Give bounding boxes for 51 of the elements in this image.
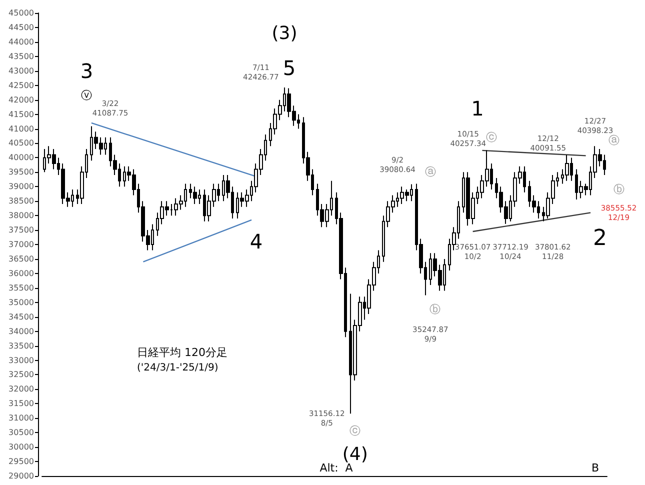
y-tick-label: 41000	[8, 124, 34, 134]
annotation: ⓥ	[81, 88, 92, 102]
y-tick-label: 43000	[8, 66, 34, 76]
y-tick-label: 32500	[8, 370, 34, 380]
annotation: 1	[471, 96, 484, 120]
y-tick-label: 38000	[8, 211, 34, 220]
y-tick-label: 29500	[8, 457, 34, 466]
y-tick-label: 30000	[8, 442, 34, 452]
y-tick-label: 40500	[8, 138, 34, 148]
y-tick-label: 42000	[8, 95, 34, 104]
y-tick-label: 35000	[8, 298, 34, 307]
annotation: ⓒ	[350, 424, 361, 438]
annotation: 3	[80, 58, 94, 83]
y-tick-label: 44500	[8, 22, 34, 32]
y-tick-label: 33500	[8, 341, 34, 350]
y-tick-label: 32000	[8, 384, 34, 394]
annotation: 2	[592, 226, 607, 252]
annotation: (3)	[272, 22, 298, 44]
y-tick-label: 37000	[8, 240, 34, 249]
y-tick-label: 41500	[8, 110, 34, 119]
y-tick-label: 39000	[8, 182, 34, 192]
annotation: ⓑ	[430, 303, 441, 316]
annotation: 4	[250, 230, 263, 254]
y-tick-label: 31000	[8, 414, 34, 423]
y-tick-label: 30500	[8, 428, 34, 438]
annotation: ⓐ	[424, 166, 436, 179]
text: ⓐ	[608, 134, 620, 147]
y-tick-label: 43500	[8, 52, 34, 61]
y-tick-label: 38500	[8, 196, 34, 206]
y-tick-label: 29000	[8, 472, 34, 480]
annotation: ⓒ	[486, 130, 498, 144]
y-tick-label: 34500	[8, 312, 34, 322]
y-tick-label: 39500	[8, 168, 34, 177]
y-tick-label: 33000	[8, 356, 34, 365]
text: ⓑ	[613, 183, 624, 196]
y-tick-label: 34000	[8, 326, 34, 336]
y-tick-label: 36500	[8, 254, 34, 264]
candlestick	[565, 154, 569, 182]
y-tick-label: 45000	[8, 8, 34, 18]
y-tick-label: 42500	[8, 80, 34, 90]
y-tick-label: 31500	[8, 399, 34, 408]
y-tick-label: 36000	[8, 268, 34, 278]
annotation: 5	[282, 56, 296, 80]
candlestick	[193, 186, 197, 204]
y-tick-label: 35500	[8, 283, 34, 292]
y-tick-label: 44000	[8, 37, 34, 46]
text: ('24/3/1-'25/1/9)	[137, 362, 218, 374]
y-tick-label: 40000	[8, 153, 34, 162]
y-tick-label: 37500	[8, 226, 34, 235]
text: 日経平均 120分足	[137, 346, 228, 359]
annotation: B	[591, 462, 600, 475]
